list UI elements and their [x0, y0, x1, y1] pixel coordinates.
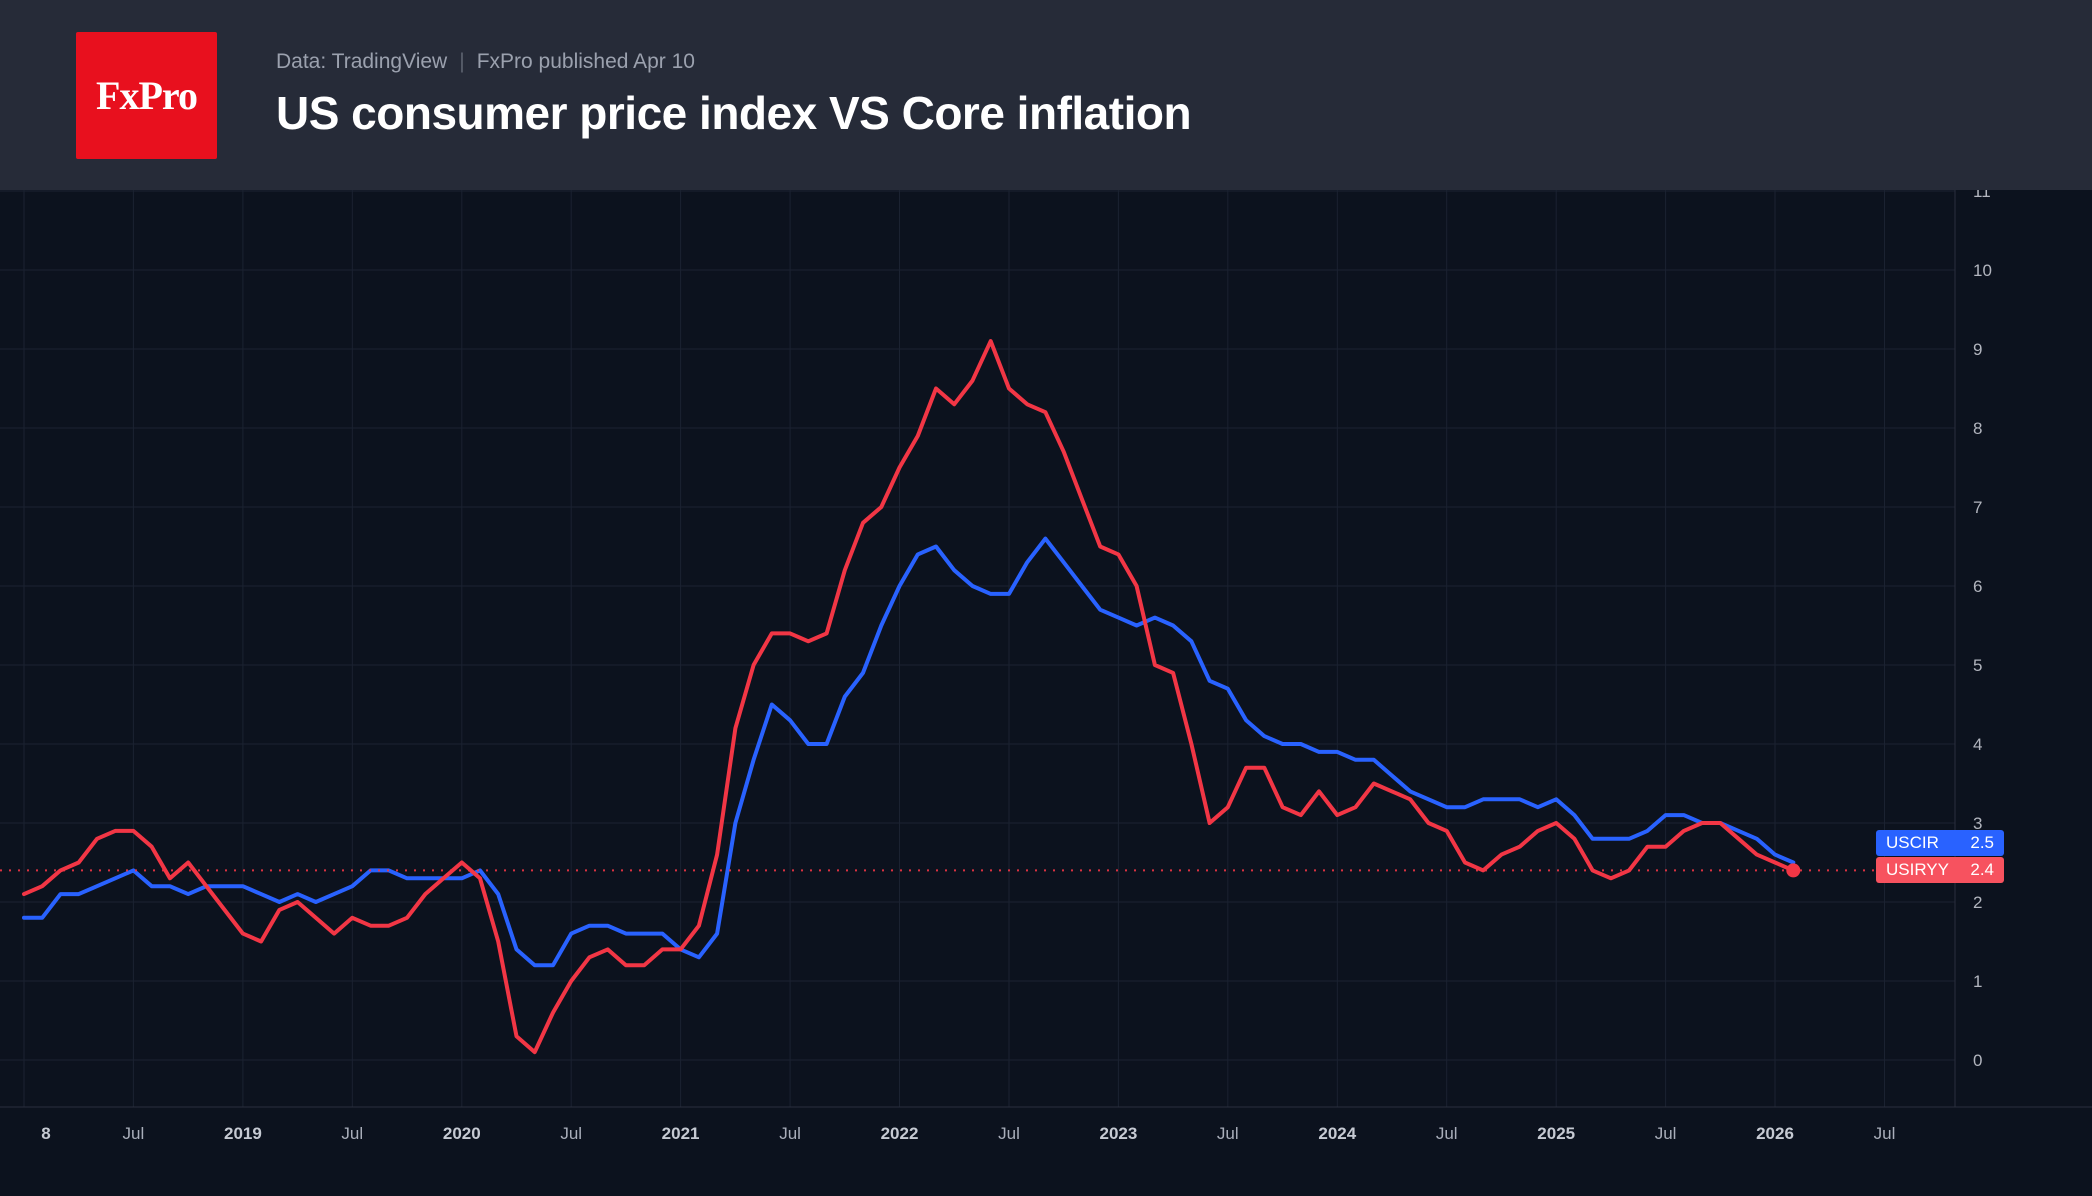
- fxpro-logo: FxPro: [76, 31, 217, 159]
- x-axis-label: 2022: [881, 1124, 919, 1143]
- y-axis-label: 2: [1973, 893, 1982, 912]
- header-text: Data: TradingView | FxPro published Apr 10…: [276, 50, 1192, 140]
- x-axis-label: 2021: [662, 1124, 700, 1143]
- fxpro-logo-text: FxPro: [96, 72, 198, 118]
- uscir-ticker: USCIR: [1886, 833, 1939, 853]
- source-line: Data: TradingView | FxPro published Apr 10: [276, 50, 1191, 74]
- y-axis-label: 0: [1973, 1051, 1982, 1070]
- usiryy-ticker: USIRYY: [1886, 860, 1949, 880]
- y-axis-label: 11: [1973, 190, 1991, 201]
- price-label-usiryy: USIRYY 2.4: [1876, 857, 2004, 884]
- chart-area[interactable]: 0 1 2 3 4 5 6 7 8 9 10 11 8 Jul 2019 Jul 2020 Jul 2021 Jul 2…: [0, 190, 2092, 1196]
- x-axis-label: 2019: [224, 1124, 262, 1143]
- source-separator: |: [459, 50, 465, 73]
- last-price-dot: [1786, 863, 1801, 878]
- chart-canvas[interactable]: 0 1 2 3 4 5 6 7 8 9 10 11 8 Jul 2019 Jul 2020 Jul 2021 Jul 2…: [0, 190, 2092, 1196]
- x-axis-label: Jul: [1874, 1124, 1896, 1143]
- y-axis-label: 5: [1973, 656, 1982, 675]
- usiryy-price: 2.4: [1970, 860, 1994, 880]
- x-axis-label: 2025: [1537, 1124, 1575, 1143]
- usiryy-line[interactable]: [22, 339, 1796, 1055]
- y-axis-label: 9: [1973, 340, 1982, 359]
- y-axis-label: 6: [1973, 577, 1982, 596]
- x-axis-label: Jul: [123, 1124, 145, 1143]
- y-axis-label: 8: [1973, 419, 1982, 438]
- x-axis-label: Jul: [1217, 1124, 1239, 1143]
- uscir-price: 2.5: [1970, 833, 1994, 853]
- x-axis-label: Jul: [341, 1124, 363, 1143]
- x-axis-label: Jul: [560, 1124, 582, 1143]
- y-axis-label: 10: [1973, 261, 1992, 280]
- y-axis-label: 4: [1973, 735, 1982, 754]
- x-axis-label: Jul: [998, 1124, 1020, 1143]
- y-axis-label: 7: [1973, 498, 1982, 517]
- x-axis-label: 2020: [443, 1124, 481, 1143]
- data-source-label: Data: TradingView: [276, 50, 448, 73]
- y-axis-label: 3: [1973, 814, 1982, 833]
- x-axis-label: 2026: [1756, 1124, 1794, 1143]
- x-axis-label: Jul: [779, 1124, 801, 1143]
- uscir-line[interactable]: [22, 536, 1796, 968]
- chart-title: US consumer price index VS Core inflatio…: [276, 87, 1192, 139]
- x-axis-label: 2024: [1318, 1124, 1356, 1143]
- published-label: FxPro published Apr 10: [476, 50, 695, 73]
- x-axis-label: 2023: [1099, 1124, 1137, 1143]
- x-axis-label: Jul: [1436, 1124, 1458, 1143]
- x-axis-label: Jul: [1655, 1124, 1677, 1143]
- x-axis-label: 8: [41, 1124, 50, 1143]
- price-label-uscir: USCIR 2.5: [1876, 830, 2004, 857]
- y-axis-label: 1: [1973, 972, 1982, 991]
- header: FxPro Data: TradingView | FxPro published …: [0, 0, 2092, 190]
